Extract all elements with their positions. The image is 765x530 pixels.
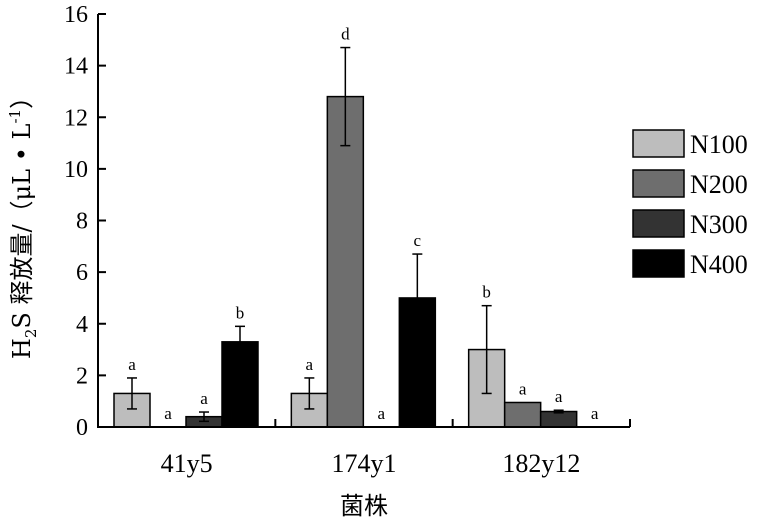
legend-label-N200: N200 — [690, 170, 748, 199]
significance-letter: a — [378, 404, 386, 423]
significance-letter: c — [414, 231, 422, 250]
y-label-rest: S 释放量/（μL • L — [8, 123, 36, 328]
y-tick-label: 2 — [76, 363, 88, 389]
significance-letter: a — [128, 355, 136, 374]
bar-N200-182y12 — [503, 401, 542, 428]
legend-swatch-N200 — [632, 169, 685, 198]
y-tick-label: 8 — [76, 209, 88, 235]
y-label-main: H — [8, 338, 36, 359]
legend-swatch-N100 — [632, 129, 685, 158]
y-tick-label: 10 — [64, 157, 88, 183]
y-axis-label-group: H2S 释放量/（μL • L-1） — [6, 85, 40, 359]
y-tick-label: 0 — [76, 415, 88, 441]
y-tick-label: 16 — [64, 2, 88, 28]
y-axis-label: H2S 释放量/（μL • L-1） — [6, 85, 40, 359]
y-label-superscript: -1 — [6, 109, 24, 124]
x-axis-label: 菌株 — [340, 492, 388, 520]
y-tick-label: 12 — [64, 105, 88, 131]
significance-letter: b — [236, 303, 245, 322]
significance-letter: a — [591, 404, 599, 423]
x-tick-label: 182y12 — [502, 449, 580, 478]
y-tick-label: 14 — [64, 54, 88, 80]
x-tick-label: 174y1 — [332, 449, 397, 478]
legend: N100 N200 N300 N400 — [632, 129, 748, 279]
bar-N300-182y12 — [539, 410, 578, 428]
y-label-close: ） — [8, 85, 36, 109]
significance-letter: b — [482, 283, 491, 302]
bar-N200-174y1 — [326, 95, 365, 428]
y-label-subscript: 2 — [22, 329, 40, 339]
significance-letters-group: a a a b a d a c b a a a — [128, 25, 599, 423]
significance-letter: a — [200, 389, 208, 408]
significance-letter: d — [341, 25, 350, 44]
y-tick-label: 4 — [76, 312, 88, 338]
legend-label-N400: N400 — [690, 250, 748, 279]
legend-label-N300: N300 — [690, 210, 748, 239]
significance-letter: a — [555, 387, 563, 406]
error-bars-group — [127, 46, 564, 423]
x-ticks-group: 41y5 174y1 182y12 — [161, 419, 631, 478]
significance-letter: a — [306, 355, 314, 374]
significance-letter: a — [519, 379, 527, 398]
x-tick-label: 41y5 — [161, 449, 213, 478]
y-ticks-group: 0 2 4 6 8 10 12 14 16 — [64, 2, 106, 441]
legend-swatch-N400 — [632, 249, 685, 278]
y-tick-label: 6 — [76, 260, 88, 286]
legend-swatch-N300 — [632, 209, 685, 238]
legend-label-N100: N100 — [690, 130, 748, 159]
significance-letter: a — [164, 404, 172, 423]
